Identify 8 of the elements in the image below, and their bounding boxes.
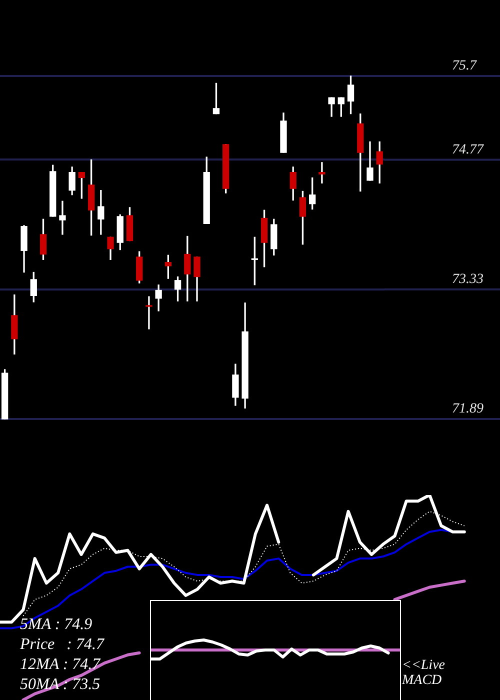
annotation: <<Live MACD <box>402 658 446 688</box>
y-tick-label: 74.77 <box>452 142 484 158</box>
annotation: Price : 74.7 <box>20 635 106 655</box>
annotation: 5MA : 74.9 <box>20 615 94 635</box>
annotation: 12MA : 74.7 <box>20 655 102 675</box>
y-tick-label: 75.7 <box>452 58 478 74</box>
y-tick-label: 71.89 <box>452 402 484 417</box>
y-tick-label: 73.33 <box>452 272 484 288</box>
